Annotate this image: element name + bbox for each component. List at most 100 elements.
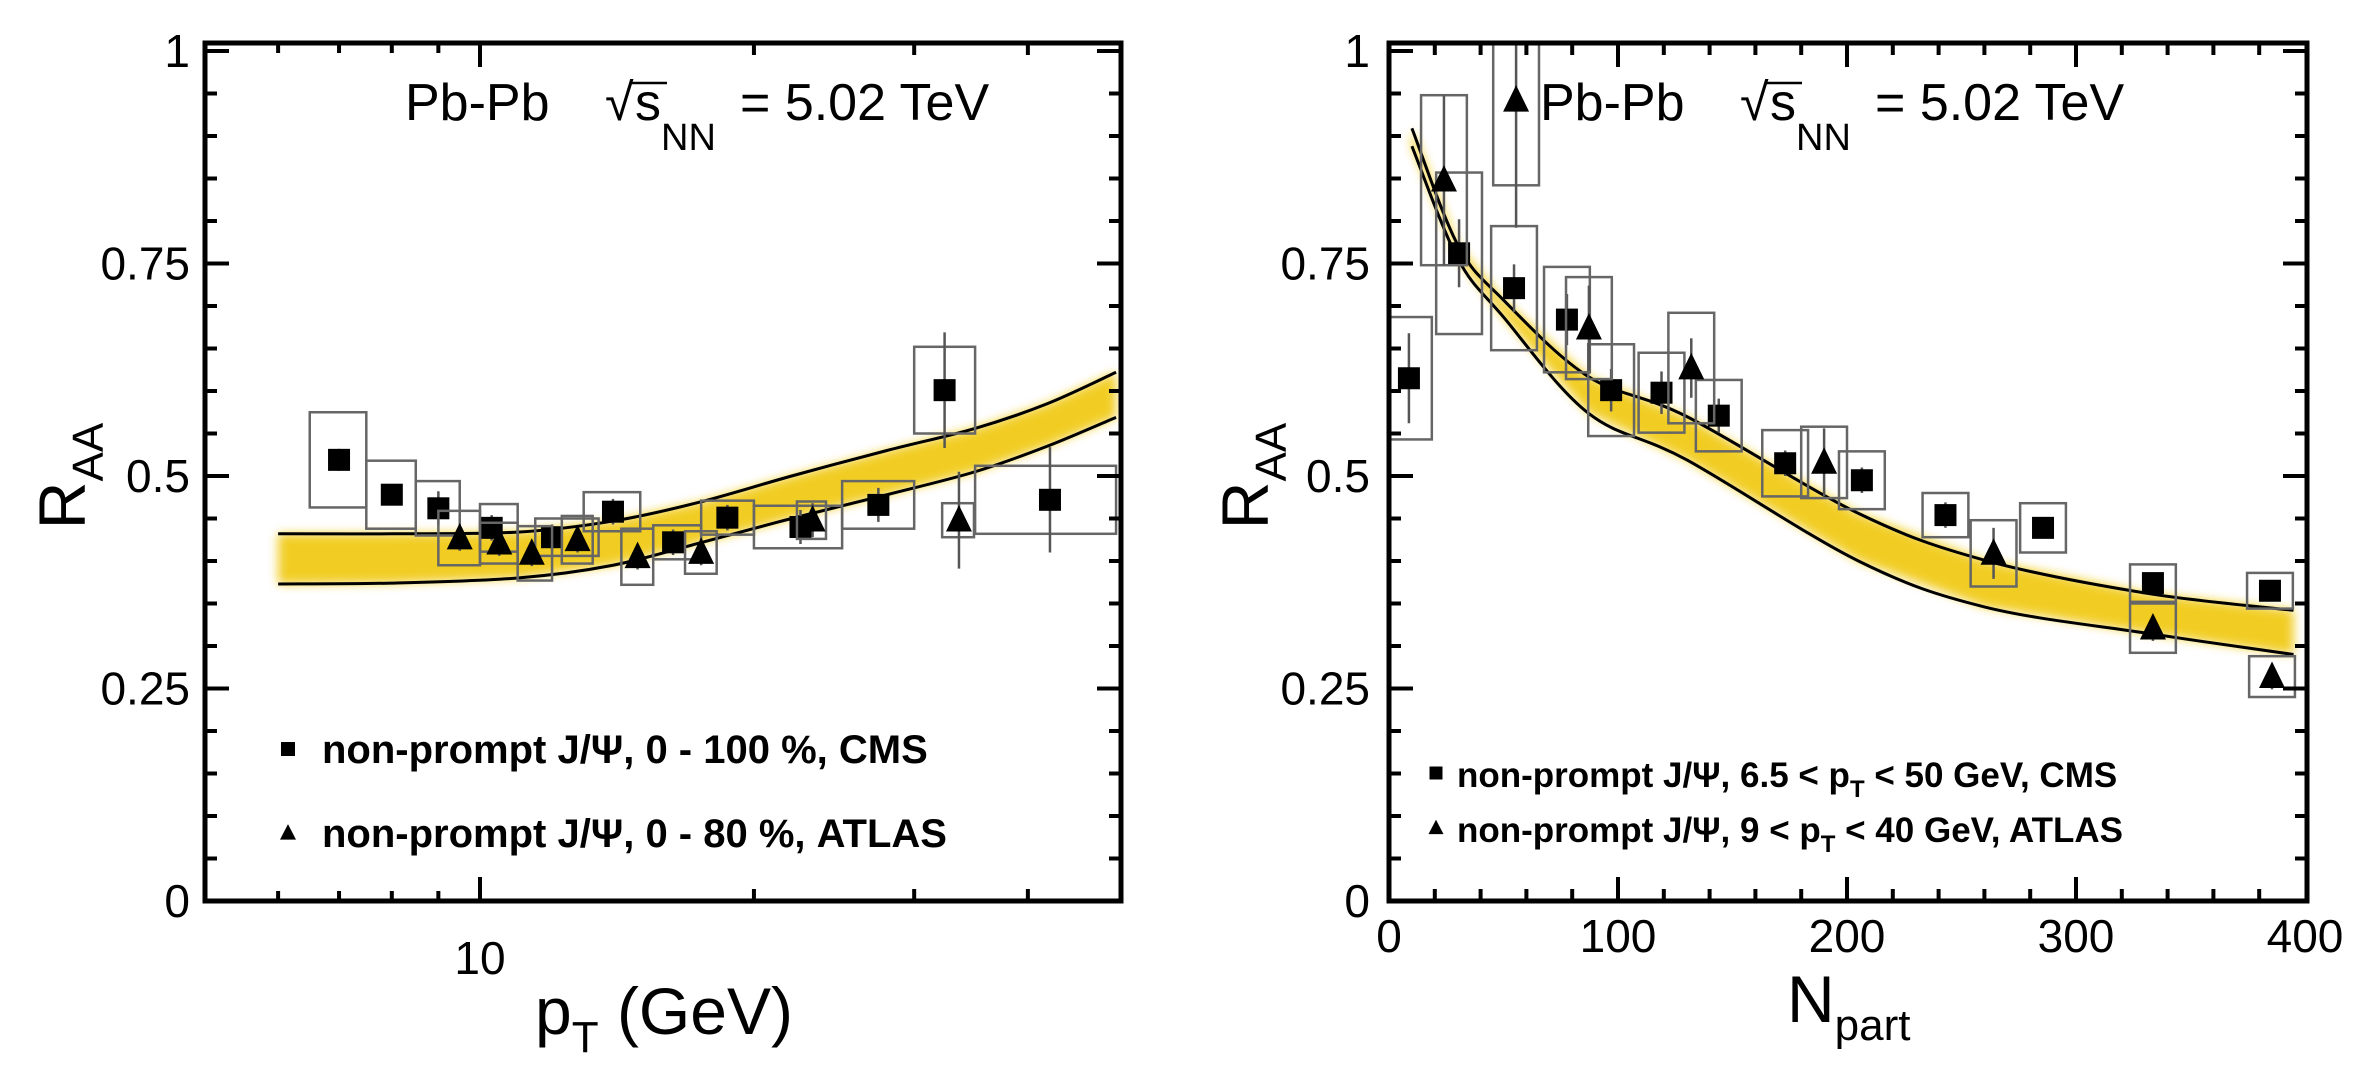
x-axis-label: Npart (1787, 962, 1911, 1050)
sys-error-box (1434, 171, 1484, 336)
y-tick-label: 0.25 (1280, 663, 1370, 715)
data-point-triangle (688, 537, 715, 564)
legend-entry: non-prompt J/Ψ, 9 < pT < 40 GeV, ATLAS (1457, 811, 2123, 858)
sys-error-box (1969, 518, 2018, 588)
sys-error-box (1389, 315, 1434, 441)
data-point-triangle (1430, 165, 1457, 192)
data-point-triangle (624, 541, 651, 569)
legend-subscript: T (1850, 776, 1865, 803)
y-axis-label-sub: AA (1247, 422, 1296, 481)
sys-error-box (795, 500, 828, 541)
sys-error-box (973, 464, 1118, 536)
data-point-square (1774, 452, 1797, 475)
title-energy: = 5.02 TeV (1875, 74, 2124, 132)
y-tick-label: 0 (1344, 875, 1370, 927)
x-tick-label: 100 (1580, 910, 1657, 962)
sys-error-box (516, 524, 554, 582)
sqrt-symbol: √ (605, 74, 634, 132)
x-tick-label: 0 (1376, 910, 1402, 962)
legend-text: non-prompt J/Ψ, 6.5 < p (1457, 756, 1850, 795)
legend-marker-square (1429, 766, 1443, 780)
x-axis-label-main: p (535, 974, 572, 1048)
sys-error-box (2245, 571, 2295, 610)
data-point-triangle (518, 538, 545, 565)
sys-error-box (1637, 351, 1686, 434)
model-upper-curve (278, 370, 1117, 536)
data-point-triangle (2259, 661, 2286, 688)
model-lower-curve (1410, 145, 2294, 656)
x-axis-label-unit: (GeV) (599, 974, 793, 1048)
data-point-triangle (945, 505, 972, 532)
data-point-square (380, 483, 403, 506)
data-point-square (2258, 579, 2281, 602)
y-axis-label: RAA (1208, 422, 1296, 529)
sys-error-box (1799, 425, 1849, 500)
data-point-triangle (2139, 613, 2166, 640)
sys-error-box (620, 527, 655, 587)
data-point-triangle (1575, 312, 1602, 340)
model-upper-curve (1410, 127, 2294, 612)
legend-subscript: T (1821, 831, 1836, 858)
data-point-square (1397, 367, 1420, 390)
sys-error-box (2128, 602, 2178, 655)
plot-frame (202, 40, 1124, 904)
legend-marker-square (281, 742, 295, 756)
model-lower-curve (278, 415, 1117, 586)
data-point-square (427, 497, 450, 520)
data-point-square (1934, 504, 1957, 527)
legend-entry: non-prompt J/Ψ, 6.5 < pT < 50 GeV, CMS (1457, 756, 2117, 803)
title-energy: = 5.02 TeV (740, 74, 989, 132)
sys-error-box (533, 517, 600, 558)
data-point-triangle (486, 528, 513, 555)
y-tick-label: 0.75 (1280, 238, 1370, 290)
sys-error-box (1564, 275, 1614, 381)
sqrt-symbol: √ (1740, 74, 1769, 132)
data-point-square (933, 379, 956, 402)
legend-text: non-prompt J/Ψ, 9 < p (1457, 811, 1821, 850)
series-triangle (1419, 43, 2297, 699)
data-point-triangle (1811, 447, 1838, 474)
legend-marker-triangle (280, 824, 296, 840)
data-point-square (1650, 381, 1673, 404)
series-triangle (437, 471, 976, 587)
x-axis-label-sub: part (1835, 1001, 1911, 1050)
legend-text: non-prompt J/Ψ, 0 - 80 %, ATLAS (322, 812, 947, 856)
data-point-square (1850, 469, 1873, 492)
y-axis-label-main: R (25, 482, 99, 530)
y-tick-label: 0.5 (1306, 450, 1370, 502)
data-point-triangle (799, 505, 826, 532)
data-point-square (716, 506, 739, 529)
collision-system-title: Pb-Pb √sNN= 5.02 TeV (1540, 74, 2124, 159)
y-axis-label-main: R (1208, 482, 1282, 530)
plot-area (278, 332, 1118, 587)
x-tick-label: 200 (1809, 910, 1886, 962)
y-tick-label: 0.75 (100, 238, 190, 290)
data-point-square (662, 531, 685, 554)
sys-error-box (560, 514, 594, 565)
data-point-triangle (564, 524, 591, 552)
sys-error-box (840, 479, 916, 530)
sys-error-box (1761, 428, 1810, 498)
x-tick-label: 300 (2038, 910, 2115, 962)
data-point-square (2032, 516, 2055, 539)
x-tick-label: 400 (2267, 910, 2344, 962)
data-point-square (1038, 488, 1061, 511)
legend-entry: non-prompt J/Ψ, 0 - 80 %, ATLAS (322, 812, 947, 856)
sys-error-box (2247, 654, 2297, 699)
sys-error-box (1489, 224, 1539, 352)
data-point-square (1503, 277, 1526, 300)
legend-text-rest: < 50 GeV, CMS (1865, 756, 2118, 795)
legend-text-rest: < 40 GeV, ATLAS (1835, 811, 2123, 850)
y-axis-label-sub: AA (64, 422, 113, 481)
legend-entry: non-prompt J/Ψ, 0 - 100 %, CMS (322, 728, 928, 772)
y-tick-label: 1 (164, 25, 190, 77)
x-axis-label-main: N (1787, 962, 1835, 1036)
sys-error-box (2018, 501, 2068, 554)
collision-system-title: Pb-Pb √sNN= 5.02 TeV (405, 74, 989, 159)
y-tick-label: 0.25 (100, 663, 190, 715)
data-point-square (1448, 242, 1471, 265)
sys-error-box (1694, 378, 1743, 453)
y-tick-label: 0 (164, 875, 190, 927)
